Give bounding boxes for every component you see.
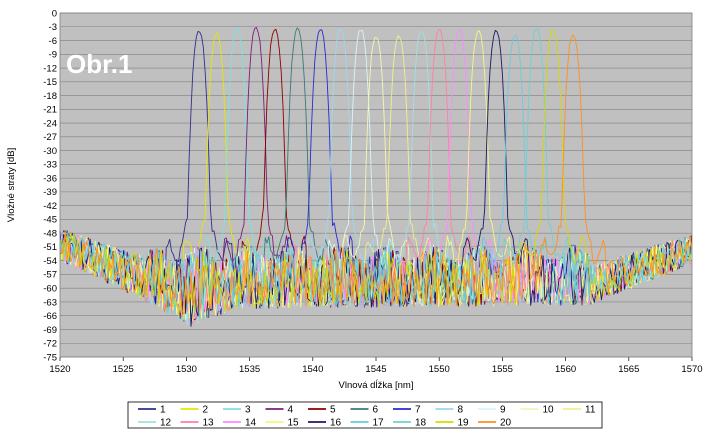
series-line-18 <box>59 28 693 321</box>
y-tick-label: -21 <box>43 105 57 116</box>
x-tick-label: 1535 <box>239 364 260 375</box>
legend-label-14: 14 <box>245 418 257 429</box>
y-tick-label: -60 <box>43 284 57 295</box>
legend-label-13: 13 <box>203 418 215 429</box>
x-tick-label: 1540 <box>302 364 323 375</box>
plot-border <box>59 12 693 358</box>
chart-badge: Obr.1 <box>66 49 132 79</box>
legend-label-3: 3 <box>245 405 251 416</box>
y-tick-label: -72 <box>43 339 57 350</box>
legend-label-8: 8 <box>458 405 464 416</box>
legend-label-17: 17 <box>373 418 385 429</box>
series-line-19 <box>59 29 692 317</box>
x-axis-ticks: 1520 1525 1530 1535 1540 1545 1550 1555 1560 1565… <box>49 357 703 375</box>
x-tick-label: 1520 <box>49 364 70 375</box>
y-tick-label: -54 <box>43 256 57 267</box>
x-tick-label: 1530 <box>176 364 197 375</box>
x-tick-label: 1560 <box>555 364 576 375</box>
y-tick-label: -75 <box>43 352 57 363</box>
y-tick-label: -30 <box>43 146 57 157</box>
y-tick-label: -57 <box>43 270 57 281</box>
y-tick-label: -39 <box>43 187 57 198</box>
legend-label-4: 4 <box>288 405 294 416</box>
legend-label-9: 9 <box>500 405 506 416</box>
legend-label-16: 16 <box>330 418 342 429</box>
y-tick-label: -33 <box>43 160 57 171</box>
x-tick-label: 1550 <box>429 364 450 375</box>
legend-label-19: 19 <box>458 418 470 429</box>
x-axis-label: Vlnová dĺžka [nm] <box>339 379 414 391</box>
series-line-20 <box>59 34 693 314</box>
y-tick-label: -3 <box>49 22 57 33</box>
x-tick-label: 1565 <box>618 364 639 375</box>
y-tick-label: -66 <box>43 311 57 322</box>
legend-label-15: 15 <box>288 418 300 429</box>
y-tick-label: -48 <box>43 228 57 239</box>
legend-label-7: 7 <box>415 405 421 416</box>
y-tick-label: -12 <box>43 63 57 74</box>
plot-area <box>60 13 692 357</box>
legend-label-18: 18 <box>415 418 427 429</box>
x-tick-label: 1570 <box>681 364 702 375</box>
y-tick-label: -51 <box>43 242 57 253</box>
x-tick-label: 1555 <box>492 364 513 375</box>
y-tick-label: -27 <box>43 132 57 143</box>
legend-label-2: 2 <box>203 405 209 416</box>
y-tick-label: -15 <box>43 77 57 88</box>
legend-label-12: 12 <box>160 418 172 429</box>
y-axis-label: Vložné straty [dB] <box>6 148 17 222</box>
y-tick-label: -9 <box>49 50 57 61</box>
grid-lines <box>60 12 692 358</box>
legend-label-5: 5 <box>330 405 336 416</box>
series-lines <box>59 26 693 327</box>
y-tick-label: -45 <box>43 215 57 226</box>
y-tick-label: -18 <box>43 91 57 102</box>
y-tick-label: -69 <box>43 325 57 336</box>
series-line-17 <box>59 35 693 314</box>
x-tick-label: 1525 <box>113 364 134 375</box>
y-tick-label: -24 <box>43 118 57 129</box>
legend-label-6: 6 <box>373 405 379 416</box>
legend-label-20: 20 <box>500 418 512 429</box>
legend-label-1: 1 <box>160 405 166 416</box>
y-tick-label: -63 <box>43 297 57 308</box>
legend-label-10: 10 <box>543 405 555 416</box>
y-tick-label: -42 <box>43 201 57 212</box>
y-tick-label: -36 <box>43 173 57 184</box>
y-axis-ticks: 0 -3 -6 -9 -12 -15 -18 -21 -24 -27 -30 -33 -36 -39 -42… <box>43 8 57 363</box>
legend-label-11: 11 <box>585 405 596 416</box>
x-tick-label: 1545 <box>365 364 386 375</box>
legend-box <box>127 401 603 429</box>
y-tick-label: -6 <box>49 36 57 47</box>
y-tick-label: 0 <box>52 8 57 19</box>
